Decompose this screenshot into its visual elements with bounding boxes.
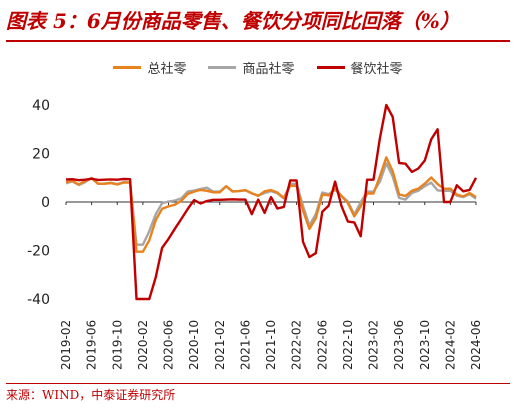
y-tick-label: 40	[32, 98, 50, 114]
x-tick-label: 2022-06	[315, 320, 329, 370]
x-tick-label: 2020-10	[187, 320, 201, 370]
x-tick-label: 2019-10	[110, 320, 124, 370]
series-line-total	[65, 156, 477, 253]
x-tick-label: 2019-02	[59, 320, 73, 370]
y-tick-label: -40	[27, 292, 50, 308]
legend-item-catering: 餐饮社零	[316, 56, 403, 78]
series-line-catering	[65, 103, 478, 301]
legend: 总社零 商品社零 餐饮社零	[0, 56, 516, 78]
x-tick-label: 2021-10	[264, 320, 278, 370]
title-underline	[6, 40, 510, 42]
x-tick-label: 2023-06	[392, 320, 406, 370]
x-tick-label: 2022-02	[290, 320, 304, 370]
y-tick-label: 20	[32, 147, 50, 163]
x-tick-label: 2019-06	[85, 320, 99, 370]
legend-item-goods: 商品社零	[208, 56, 295, 78]
legend-item-total: 总社零	[113, 56, 186, 78]
x-tick-label: 2020-06	[162, 320, 176, 370]
legend-label-total: 总社零	[147, 61, 187, 77]
y-tick-label: -20	[27, 244, 50, 260]
legend-swatch-goods	[208, 65, 237, 69]
x-tick-label: 2021-06	[238, 320, 252, 370]
legend-label-catering: 餐饮社零	[350, 61, 403, 77]
x-tick-label: 2024-02	[443, 320, 457, 370]
x-tick-label: 2023-10	[418, 320, 432, 370]
x-tick-label: 2024-06	[469, 320, 483, 370]
source-note: 来源：WIND，中泰证券研究所	[6, 388, 176, 402]
x-tick-label: 2020-02	[136, 320, 150, 370]
y-tick-label: 0	[41, 195, 50, 211]
legend-label-goods: 商品社零	[242, 61, 295, 77]
x-tick-label: 2023-02	[367, 320, 381, 370]
x-tick-label: 2021-02	[213, 320, 227, 370]
legend-swatch-catering	[316, 65, 345, 69]
source-divider	[6, 383, 510, 384]
chart-title: 图表 5：6月份商品零售、餐饮分项同比回落（%）	[6, 9, 460, 33]
legend-swatch-total	[113, 65, 142, 69]
x-tick-label: 2022-10	[341, 320, 355, 370]
